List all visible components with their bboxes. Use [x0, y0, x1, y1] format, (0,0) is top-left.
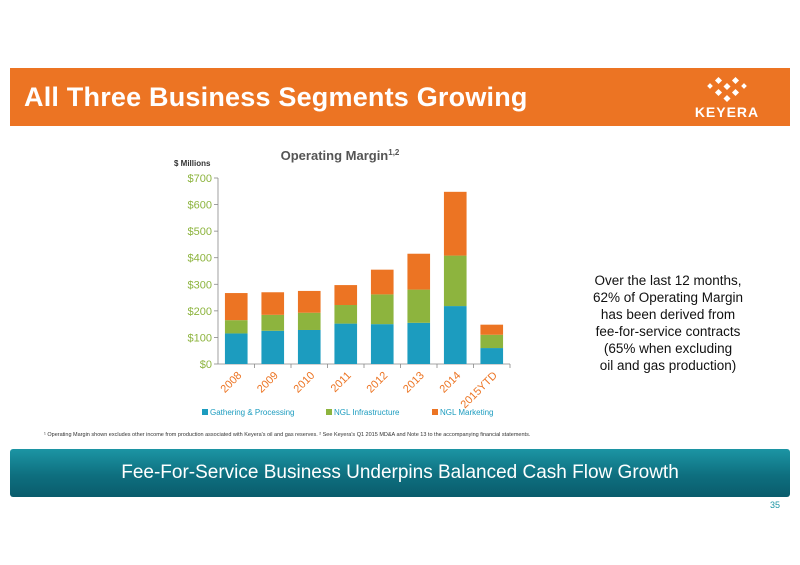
bar-segment: [443, 191, 467, 256]
bar-segment: [370, 269, 394, 295]
side-note-line: Over the last 12 months,: [594, 273, 742, 288]
bar-segment: [261, 330, 285, 364]
x-tick-label: 2008: [219, 370, 245, 396]
legend-label: NGL Infrastructure: [334, 408, 400, 417]
x-tick-label: 2015YTD: [459, 370, 500, 411]
banner-text: Fee-For-Service Business Underpins Balan…: [121, 462, 679, 483]
side-note-line: oil and gas production): [599, 358, 737, 373]
legend-swatch: [326, 409, 332, 415]
page-number: 35: [769, 500, 780, 510]
bar-segment: [480, 348, 504, 364]
bar-segment: [297, 329, 321, 364]
x-tick-label: 2014: [438, 370, 464, 396]
bar-segment: [370, 294, 394, 325]
x-tick-label: 2011: [329, 370, 354, 395]
bar-segment: [370, 324, 394, 364]
bar-segment: [334, 285, 358, 306]
y-tick-label: $300: [188, 279, 212, 291]
logo-wordmark: KEYERA: [694, 104, 760, 120]
x-tick-label: 2009: [255, 370, 281, 396]
bar-segment: [480, 324, 504, 335]
bar-segment: [407, 253, 431, 290]
bar-segment: [407, 322, 431, 364]
x-tick-label: 2012: [365, 370, 391, 396]
bar-segment: [334, 323, 358, 364]
y-tick-label: $0: [200, 359, 212, 371]
bar-segment: [224, 320, 248, 334]
y-tick-label: $400: [188, 253, 212, 265]
footnote: ¹ Operating Margin shown excludes other …: [44, 432, 531, 438]
bar-segment: [407, 289, 431, 323]
bar-segment: [261, 314, 285, 331]
legend-swatch: [432, 409, 438, 415]
y-tick-label: $600: [188, 200, 212, 212]
bar-segment: [297, 312, 321, 330]
y-tick-label: $500: [188, 226, 212, 238]
y-tick-label: $700: [188, 173, 212, 185]
legend-label: Gathering & Processing: [210, 408, 295, 417]
slide-title: All Three Business Segments Growing: [24, 82, 528, 112]
bar-segment: [297, 290, 321, 313]
legend-label: NGL Marketing: [440, 408, 494, 417]
keyera-logo: KEYERA: [672, 74, 782, 122]
x-tick-label: 2013: [401, 370, 427, 396]
operating-margin-chart: Operating Margin1,2 $ Millions $0 $100 $200 $…: [174, 148, 511, 417]
x-tick-label: 2010: [292, 370, 318, 396]
side-note-line: fee-for-service contracts: [595, 324, 741, 339]
bar-segment: [443, 306, 467, 364]
bar-segment: [443, 255, 467, 307]
keyera-logo-icon: [707, 76, 747, 103]
bar-segment: [224, 333, 248, 364]
chart-title: Operating Margin1,2: [281, 148, 400, 163]
y-axis-label: $ Millions: [174, 159, 211, 168]
side-note: Over the last 12 months, 62% of Operatin…: [548, 272, 788, 374]
bar-segment: [261, 292, 285, 315]
side-note-line: has been derived from: [600, 307, 736, 322]
y-tick-label: $200: [188, 306, 212, 318]
side-note-line: (65% when excluding: [603, 341, 733, 356]
header-bar: All Three Business Segments Growing KEYE…: [10, 68, 790, 126]
y-tick-label: $100: [188, 332, 212, 344]
banner: Fee-For-Service Business Underpins Balan…: [10, 449, 790, 497]
bar-segment: [334, 305, 358, 324]
side-note-line: 62% of Operating Margin: [592, 290, 744, 305]
bar-segment: [480, 334, 504, 349]
legend-swatch: [202, 409, 208, 415]
bar-segment: [224, 293, 248, 321]
